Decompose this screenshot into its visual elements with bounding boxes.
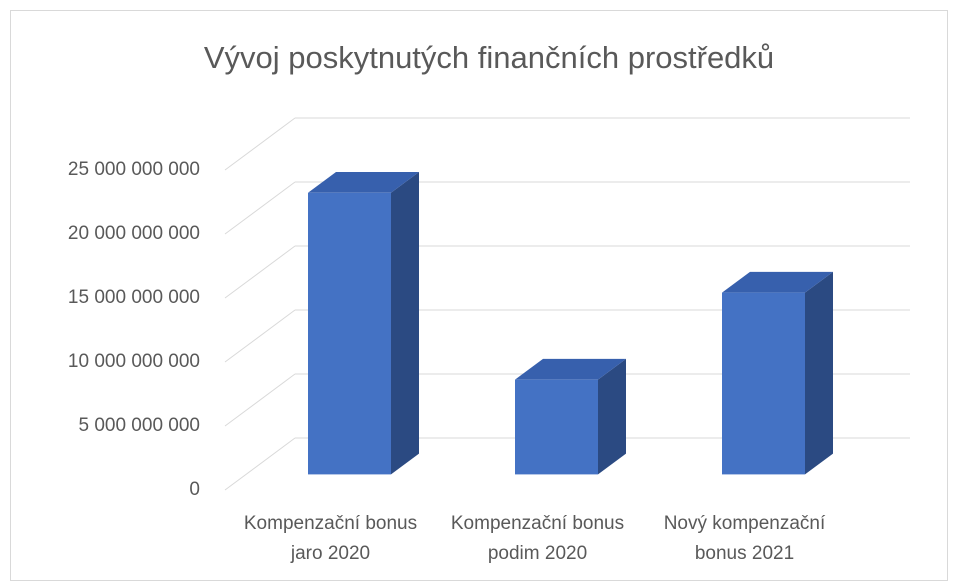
x-tick-label: Kompenzační bonus jaro 2020 xyxy=(243,513,418,564)
y-tick-label: 20 000 000 000 xyxy=(68,223,200,244)
bar xyxy=(308,192,391,475)
x-tick-label: Kompenzační bonus podim 2020 xyxy=(450,513,625,564)
grid-line xyxy=(224,373,296,427)
bar xyxy=(722,292,805,475)
grid-line xyxy=(224,437,296,491)
grid-line xyxy=(224,245,296,299)
x-tick-label: Nový kompenzační bonus 2021 xyxy=(663,513,826,564)
chart-title: Vývoj poskytnutých finančních prostředků xyxy=(204,40,774,75)
bar xyxy=(515,379,598,475)
bar-side xyxy=(805,271,833,475)
y-tick-label: 15 000 000 000 xyxy=(68,287,200,308)
bar-top xyxy=(515,358,626,380)
bar-top xyxy=(722,271,833,293)
grid-line xyxy=(224,117,296,171)
grid-line xyxy=(224,309,296,363)
y-tick-label: 0 xyxy=(189,479,200,500)
grid-line xyxy=(224,181,296,235)
bar-side xyxy=(391,172,419,475)
y-tick-label: 10 000 000 000 xyxy=(68,351,200,372)
y-tick-label: 5 000 000 000 xyxy=(78,415,200,436)
bar-top xyxy=(308,172,419,193)
y-tick-label: 25 000 000 000 xyxy=(68,159,200,180)
bar-side xyxy=(598,358,626,475)
